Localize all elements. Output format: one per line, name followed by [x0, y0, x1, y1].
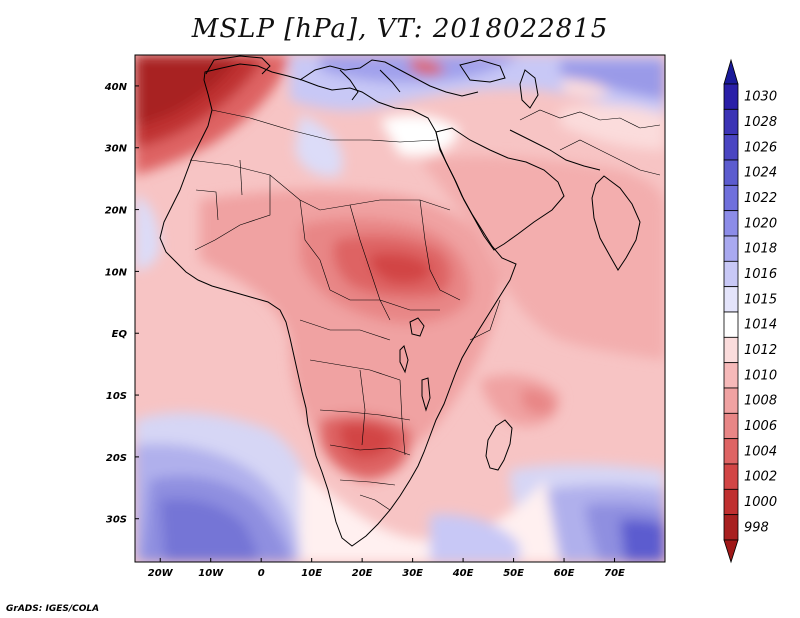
- lat-tick-label: 20N: [105, 206, 128, 217]
- pressure-field: [135, 55, 665, 562]
- colorbar-label: 1012: [744, 343, 777, 358]
- colorbar-swatch: [723, 159, 739, 186]
- colorbar-bottom-arrow: [723, 539, 739, 564]
- colorbar-label: 1020: [744, 216, 777, 231]
- colorbar-swatch: [723, 210, 739, 237]
- colorbar-label: 1000: [744, 495, 777, 510]
- colorbar-swatch: [723, 336, 739, 364]
- colorbar-label: 1022: [744, 191, 777, 206]
- colorbar-swatch: [723, 83, 739, 110]
- lon-tick-label: 70E: [604, 568, 625, 579]
- colorbar-label: 1028: [744, 115, 777, 130]
- colorbar-swatch: [723, 488, 739, 516]
- colorbar-label: 1026: [744, 140, 777, 155]
- colorbar-label: 1004: [744, 444, 777, 459]
- colorbar: 1030 1028 1026 1024 1022 1020 1018 1016 1015 1014…: [723, 58, 777, 564]
- lon-tick-label: 10W: [198, 568, 224, 579]
- colorbar-swatch: [723, 514, 739, 541]
- lat-tick-label: EQ: [112, 329, 128, 340]
- lon-tick-label: 10E: [301, 568, 322, 579]
- colorbar-swatch: [723, 134, 739, 161]
- country-borders: [189, 109, 661, 511]
- colorbar-swatch: [723, 362, 739, 389]
- colorbar-label: 1015: [744, 292, 777, 307]
- lon-tick-label: 40E: [452, 568, 474, 579]
- colorbar-label: 1008: [744, 394, 777, 409]
- colorbar-label: 1024: [744, 166, 777, 181]
- lon-tick-label: 60E: [554, 568, 575, 579]
- colorbar-swatch: [723, 412, 739, 440]
- map-title: MSLP [hPa], VT: 2018022815: [191, 14, 609, 44]
- lat-tick-label: 30N: [105, 144, 128, 155]
- map-frame: [134, 54, 666, 563]
- colorbar-top-arrow: [723, 58, 739, 85]
- latitude-ticks: 40N 30N 20N 10N EQ 10S 20S 30S: [104, 82, 139, 526]
- colorbar-label: 1002: [744, 470, 777, 485]
- lat-tick-label: 20S: [106, 453, 127, 464]
- lat-tick-label: 40N: [104, 82, 128, 93]
- lon-tick-label: 20W: [148, 568, 174, 579]
- colorbar-label: 998: [744, 520, 769, 535]
- colorbar-label: 1014: [744, 318, 777, 333]
- colorbar-swatch: [723, 463, 739, 490]
- colorbar-label: 1030: [744, 90, 777, 105]
- colorbar-swatch: [723, 260, 739, 288]
- lat-tick-label: 30S: [106, 515, 127, 526]
- footer-credit: GrADS: IGES/COLA: [6, 604, 100, 614]
- lon-tick-label: 30E: [402, 568, 423, 579]
- colorbar-swatch: [723, 311, 739, 338]
- colorbar-swatch: [723, 235, 739, 262]
- colorbar-swatch: [723, 387, 739, 414]
- colorbar-label: 1018: [744, 242, 777, 257]
- longitude-ticks: 20W 10W 0 10E 20E 30E 40E 50E 60E 70E: [148, 558, 625, 579]
- colorbar-label: 1010: [744, 368, 777, 383]
- lon-tick-label: 50E: [503, 568, 524, 579]
- colorbar-label: 1016: [744, 267, 777, 282]
- lat-tick-label: 10S: [106, 391, 127, 402]
- colorbar-swatch: [723, 438, 739, 465]
- coastlines: [159, 55, 641, 547]
- lon-tick-label: 20E: [352, 568, 373, 579]
- colorbar-swatch: [723, 108, 739, 136]
- lon-tick-label: 0: [258, 568, 265, 579]
- colorbar-swatch: [723, 286, 739, 313]
- colorbar-label: 1006: [744, 419, 777, 434]
- colorbar-swatch: [723, 184, 739, 212]
- lat-tick-label: 10N: [105, 267, 128, 278]
